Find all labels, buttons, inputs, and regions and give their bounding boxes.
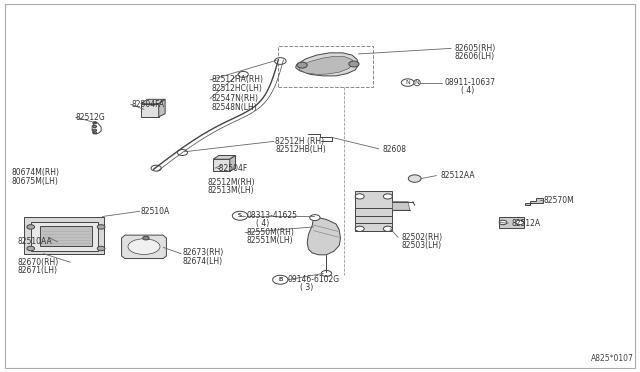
Text: 82512HA(RH): 82512HA(RH) — [211, 76, 263, 84]
Ellipse shape — [238, 71, 248, 77]
Text: 82550M(RH): 82550M(RH) — [246, 228, 294, 237]
Text: 82510A: 82510A — [141, 207, 170, 216]
Text: 82605(RH): 82605(RH) — [454, 44, 495, 53]
Ellipse shape — [27, 246, 35, 251]
Text: 82512A: 82512A — [512, 219, 541, 228]
Text: 80675M(LH): 80675M(LH) — [12, 177, 58, 186]
Text: 82502(RH): 82502(RH) — [402, 233, 443, 242]
Text: 82606(LH): 82606(LH) — [454, 52, 495, 61]
Bar — [213, 159, 230, 171]
Text: ( 4): ( 4) — [461, 86, 474, 95]
Text: 09146-6102G: 09146-6102G — [288, 275, 340, 284]
Text: 82548N(LH): 82548N(LH) — [211, 103, 257, 112]
Text: 82551M(LH): 82551M(LH) — [246, 236, 293, 245]
Polygon shape — [122, 235, 166, 259]
Text: N: N — [405, 80, 410, 85]
Text: 82503(LH): 82503(LH) — [402, 241, 442, 250]
Text: B: B — [278, 277, 282, 282]
Text: -82504F: -82504F — [216, 164, 248, 173]
Text: N: N — [415, 80, 419, 85]
Ellipse shape — [297, 62, 307, 68]
Ellipse shape — [401, 79, 414, 86]
Bar — [24, 217, 104, 254]
Polygon shape — [230, 155, 236, 171]
Ellipse shape — [27, 225, 35, 229]
Text: B: B — [278, 277, 282, 282]
Text: 08313-41625: 08313-41625 — [246, 211, 298, 220]
Bar — [499, 217, 524, 228]
Ellipse shape — [93, 122, 97, 124]
Text: 82510AA: 82510AA — [18, 237, 52, 246]
Polygon shape — [213, 155, 236, 159]
Ellipse shape — [93, 132, 97, 134]
Text: ( 4): ( 4) — [256, 219, 269, 228]
Text: 82671(LH): 82671(LH) — [18, 266, 58, 275]
Ellipse shape — [355, 226, 364, 231]
Text: 82570M: 82570M — [544, 196, 575, 205]
Polygon shape — [296, 53, 358, 76]
Ellipse shape — [349, 61, 359, 67]
Polygon shape — [392, 202, 410, 210]
Text: 80674M(RH): 80674M(RH) — [12, 169, 60, 177]
Ellipse shape — [321, 270, 332, 276]
Ellipse shape — [151, 165, 161, 171]
Text: 82512HB(LH): 82512HB(LH) — [275, 145, 326, 154]
Polygon shape — [525, 198, 543, 205]
Ellipse shape — [93, 129, 97, 131]
Ellipse shape — [93, 125, 97, 128]
Ellipse shape — [232, 211, 248, 220]
Text: 82674(LH): 82674(LH) — [182, 257, 223, 266]
Text: 82512HC(LH): 82512HC(LH) — [211, 84, 262, 93]
Text: 82513M(LH): 82513M(LH) — [208, 186, 255, 195]
Text: S: S — [238, 213, 242, 218]
Ellipse shape — [383, 226, 392, 231]
Ellipse shape — [97, 246, 105, 251]
Polygon shape — [299, 57, 353, 74]
Text: 82670(RH): 82670(RH) — [18, 258, 59, 267]
Text: 82512AA: 82512AA — [440, 171, 475, 180]
Text: 82512G: 82512G — [76, 113, 105, 122]
Text: 82608: 82608 — [383, 145, 407, 154]
Text: A825*0107: A825*0107 — [591, 354, 634, 363]
Ellipse shape — [355, 194, 364, 199]
Ellipse shape — [499, 220, 507, 225]
Ellipse shape — [310, 215, 320, 221]
Text: 82512M(RH): 82512M(RH) — [208, 178, 255, 187]
Ellipse shape — [383, 194, 392, 199]
Text: 82547N(RH): 82547N(RH) — [211, 94, 258, 103]
Ellipse shape — [273, 275, 288, 284]
Ellipse shape — [143, 236, 149, 240]
Polygon shape — [141, 99, 165, 104]
Ellipse shape — [408, 175, 421, 182]
Text: 82504FA: 82504FA — [131, 100, 164, 109]
Polygon shape — [307, 217, 340, 255]
Ellipse shape — [97, 225, 105, 229]
Bar — [40, 226, 92, 246]
Polygon shape — [159, 99, 165, 117]
Bar — [141, 104, 159, 117]
Text: S: S — [238, 213, 242, 218]
Ellipse shape — [128, 239, 160, 254]
Text: 82512H (RH): 82512H (RH) — [275, 137, 324, 146]
Bar — [278, 46, 373, 87]
Bar — [31, 222, 98, 251]
Text: 82673(RH): 82673(RH) — [182, 248, 223, 257]
Text: 08911-10637: 08911-10637 — [445, 78, 496, 87]
Ellipse shape — [275, 58, 286, 64]
Ellipse shape — [177, 150, 188, 155]
Ellipse shape — [516, 220, 524, 225]
Bar — [355, 191, 392, 231]
Text: ( 3): ( 3) — [300, 283, 313, 292]
